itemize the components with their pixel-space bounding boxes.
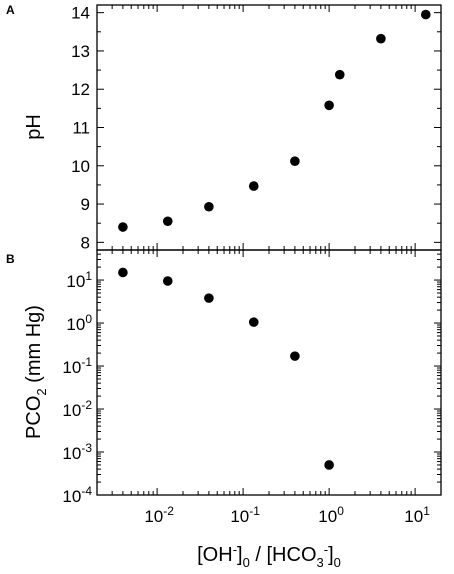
panel-a-data-point [420, 9, 431, 20]
panel-b: B PCO2 (mm Hg) 10110010-110-210-310-410-… [6, 249, 442, 526]
xlabel-c-sup: - [324, 542, 328, 557]
panel-b-data-point [290, 351, 300, 361]
panel-b-frame [96, 249, 442, 496]
panel-b-x-tick-label-base: 10 [144, 507, 163, 526]
xlabel-b: ] [237, 544, 243, 566]
panel-b-x-tick-label-base: 10 [230, 507, 249, 526]
panel-b-x-tick-label-exponent: 1 [423, 504, 430, 518]
panel-b-x-tick-label: 10-1 [230, 504, 260, 526]
panel-b-y-tick-label-exponent: 0 [85, 312, 92, 326]
panel-b-x-tick-label-exponent: -1 [249, 504, 260, 518]
xlabel-b-sub: 0 [243, 555, 250, 569]
panel-a-y-axis-label: pH [23, 114, 45, 140]
panel-b-y-tick-label: 101 [66, 269, 92, 291]
panel-a-data-point [324, 100, 334, 111]
panel-b-y-tick-label-base: 10 [66, 315, 85, 334]
panel-a-y-tick-label: 12 [71, 80, 90, 99]
panel-b-y-tick-label-exponent: -2 [81, 398, 92, 412]
panel-a-y-tick-label: 9 [81, 195, 90, 214]
panel-a-data-point [290, 156, 300, 166]
panel-a-marks: 8 9 10 11 12 13 14 [71, 4, 442, 252]
panel-b-x-tick-label-base: 10 [318, 507, 337, 526]
panel-b-x-tick-label: 10-2 [144, 504, 174, 526]
panel-b-data-point [204, 293, 214, 303]
panel-a-y-tick-label: 10 [71, 157, 90, 176]
panel-b-x-tick-label-exponent: -2 [163, 504, 174, 518]
panel-b-x-tick-label-base: 10 [404, 507, 423, 526]
xlabel-c-sub: 3 [317, 555, 324, 569]
panel-b-y-tick-label-exponent: -4 [81, 484, 92, 498]
panel-a-data-point [248, 181, 259, 191]
panel-b-x-tick-label: 101 [404, 504, 430, 526]
xlabel-a-sup: - [233, 542, 237, 557]
panel-a-letter: A [6, 3, 15, 17]
panel-b-y-tick-label-base: 10 [62, 444, 81, 463]
panel-b-x-tick-label: 100 [318, 504, 344, 526]
panel-b-letter: B [6, 252, 15, 266]
panel-b-y-tick-label-exponent: -3 [81, 441, 92, 455]
xlabel-d-sub: 0 [334, 555, 341, 569]
x-axis-label: [OH-]0 / [HCO3-]0 [197, 542, 341, 569]
panel-b-data-point [324, 460, 334, 470]
panel-b-ylabel-main: PCO [23, 396, 45, 439]
panel-a-y-tick-label: 11 [72, 119, 90, 138]
panel-a-data-point [376, 33, 386, 44]
panel-a-data-point [334, 69, 345, 80]
panel-a-data-point [204, 201, 214, 212]
panel-b-y-tick-label: 10-1 [62, 355, 92, 377]
panel-b-y-tick-label-base: 10 [62, 401, 81, 420]
panel-a: A pH 8 9 10 11 12 13 14 [6, 3, 442, 252]
panel-b-y-tick-label-base: 10 [66, 272, 85, 291]
panel-a-frame [96, 4, 442, 251]
panel-b-y-axis-label: PCO2 (mm Hg) [23, 305, 49, 439]
xlabel-c: / [HCO [250, 544, 317, 566]
panel-b-y-tick-label-exponent: 1 [85, 269, 92, 283]
panel-b-y-tick-label-exponent: -1 [81, 355, 92, 369]
panel-a-y-tick-label: 8 [81, 233, 90, 252]
panel-b-ylabel-sub: 2 [34, 388, 49, 395]
panel-b-y-tick-label: 10-4 [62, 484, 92, 506]
panel-a-data-point [162, 216, 173, 227]
panel-a-data-point [118, 222, 128, 232]
panel-b-y-tick-label: 100 [66, 312, 92, 334]
panel-b-ylabel-rest: (mm Hg) [23, 305, 45, 388]
panel-b-data-point [162, 276, 173, 286]
panel-b-data-point [248, 317, 259, 327]
panel-b-x-tick-label-exponent: 0 [337, 504, 344, 518]
xlabel-d: ] [328, 544, 334, 566]
panel-b-data-point [118, 267, 128, 278]
panel-b-y-tick-label-base: 10 [62, 487, 81, 506]
panel-a-y-tick-label: 14 [71, 4, 90, 23]
panel-a-y-tick-label: 13 [71, 42, 90, 61]
panel-b-y-tick-label-base: 10 [62, 358, 81, 377]
panel-b-y-tick-label: 10-2 [62, 398, 92, 420]
xlabel-a: [OH [197, 544, 233, 566]
panel-b-y-tick-label: 10-3 [62, 441, 92, 463]
